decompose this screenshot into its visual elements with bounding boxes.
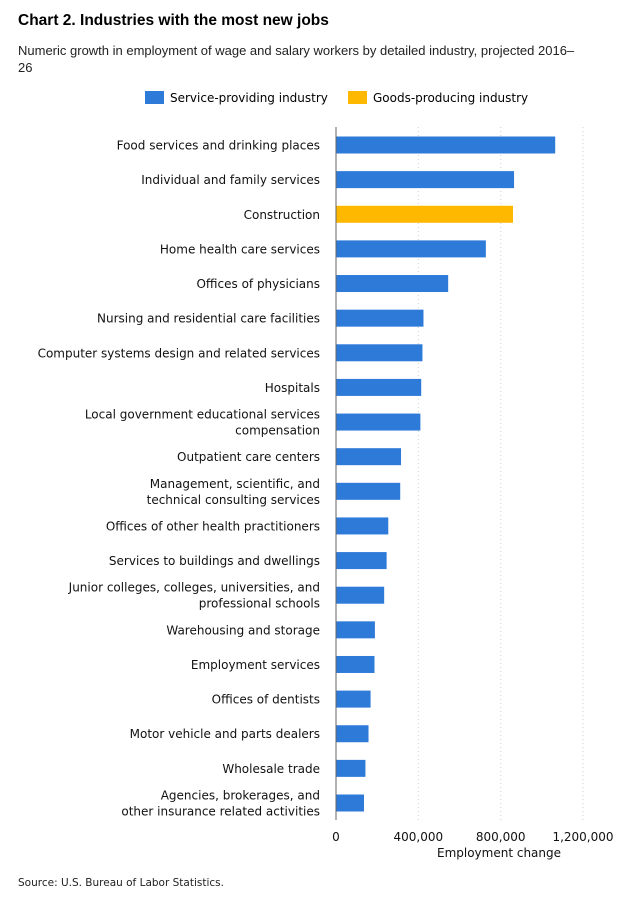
legend-label-service: Service-providing industry	[170, 91, 328, 105]
bar-7	[336, 344, 423, 362]
category-label-17: Offices of dentists	[212, 693, 320, 707]
x-tick-label-2: 800,000	[476, 830, 526, 844]
bar-15	[336, 621, 375, 639]
category-label-6: Nursing and residential care facilities	[97, 312, 320, 326]
legend-swatch-service	[145, 91, 164, 104]
category-label-3: Construction	[244, 208, 320, 222]
bar-20	[336, 794, 364, 812]
bar-9	[336, 413, 421, 431]
bar-19	[336, 759, 366, 777]
legend-item-goods: Goods-producing industry	[348, 90, 528, 106]
bar-16	[336, 655, 375, 673]
category-label-14-line-1: Junior colleges, colleges, universities,…	[68, 581, 320, 595]
category-label-2: Individual and family services	[141, 173, 320, 187]
legend: Service-providing industry Goods-produci…	[0, 90, 631, 108]
category-label-4: Home health care services	[160, 242, 320, 256]
bar-2	[336, 171, 515, 189]
category-label-9-line-2: compensation	[235, 424, 320, 438]
legend-item-service: Service-providing industry	[145, 90, 328, 106]
bar-10	[336, 448, 402, 466]
legend-swatch-goods	[348, 91, 367, 104]
category-label-11-line-2: technical consulting services	[147, 493, 320, 507]
category-label-11-line-1: Management, scientific, and	[150, 477, 320, 491]
bar-13	[336, 552, 387, 570]
category-label-20-line-2: other insurance related activities	[121, 805, 320, 819]
bar-18	[336, 725, 369, 743]
category-label-12: Offices of other health practitioners	[106, 519, 320, 533]
x-axis-title: Employment change	[437, 846, 561, 860]
legend-label-goods: Goods-producing industry	[373, 91, 529, 105]
chart-title: Chart 2. Industries with the most new jo…	[18, 12, 329, 29]
category-label-9-line-1: Local government educational services	[85, 408, 320, 422]
category-label-10: Outpatient care centers	[177, 450, 320, 464]
bar-17	[336, 690, 371, 708]
category-label-15: Warehousing and storage	[166, 623, 320, 637]
chart-subtitle: Numeric growth in employment of wage and…	[18, 43, 575, 75]
bar-1	[336, 136, 556, 154]
category-label-20-line-1: Agencies, brokerages, and	[161, 789, 320, 803]
bar-6	[336, 309, 424, 327]
category-label-13: Services to buildings and dwellings	[109, 554, 320, 568]
category-label-19: Wholesale trade	[222, 762, 320, 776]
bar-chart: Food services and drinking places Individ…	[38, 127, 614, 860]
bar-3	[336, 205, 514, 223]
category-label-14-line-2: professional schools	[199, 597, 320, 611]
source-note: Source: U.S. Bureau of Labor Statistics.	[18, 877, 224, 889]
category-label-7: Computer systems design and related serv…	[38, 346, 320, 360]
bar-5	[336, 275, 449, 293]
bar-12	[336, 517, 389, 535]
x-tick-label-1: 400,000	[394, 830, 444, 844]
category-label-18: Motor vehicle and parts dealers	[130, 727, 320, 741]
category-label-8: Hospitals	[265, 381, 320, 395]
bar-4	[336, 240, 486, 258]
bar-14	[336, 586, 385, 604]
bar-11	[336, 482, 401, 500]
bar-8	[336, 378, 422, 396]
category-label-1: Food services and drinking places	[117, 139, 320, 153]
x-tick-label-3: 1,200,000	[552, 830, 613, 844]
x-tick-label-0: 0	[332, 830, 340, 844]
category-label-5: Offices of physicians	[196, 277, 320, 291]
category-label-16: Employment services	[191, 658, 320, 672]
